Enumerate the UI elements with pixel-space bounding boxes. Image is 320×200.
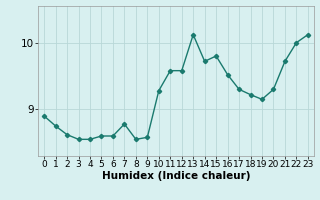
- X-axis label: Humidex (Indice chaleur): Humidex (Indice chaleur): [102, 171, 250, 181]
